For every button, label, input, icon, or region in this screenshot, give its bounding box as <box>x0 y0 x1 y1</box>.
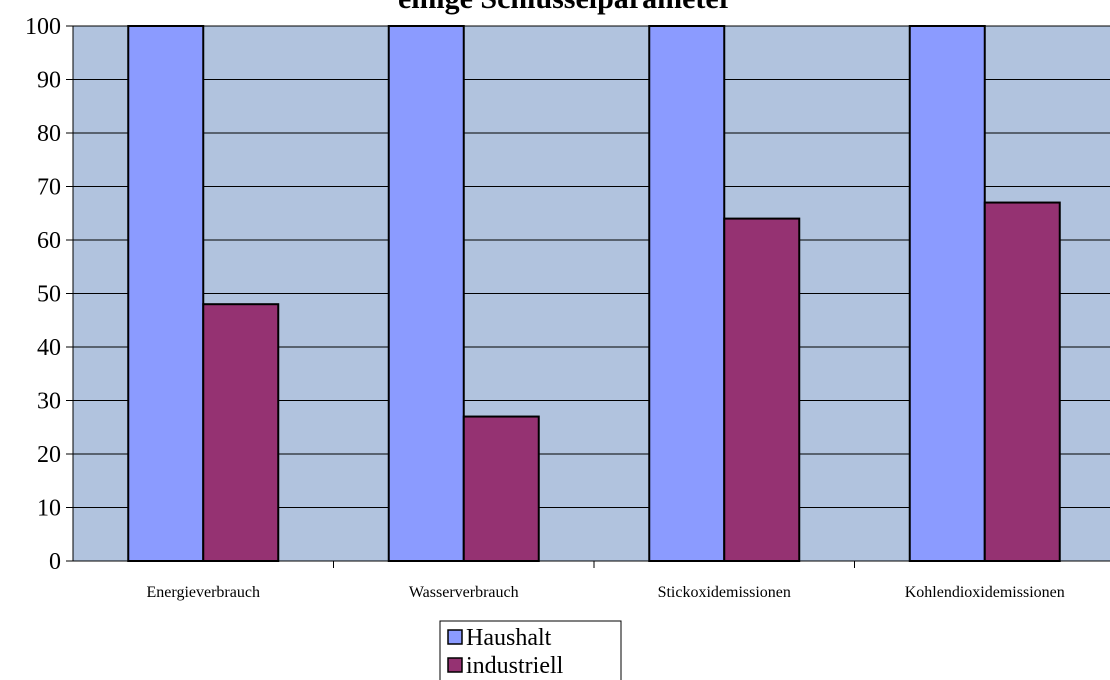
bar-industriell-kohlendioxidemissionen <box>983 201 1061 563</box>
x-tick-label: Kohlendioxidemissionen <box>905 584 1065 601</box>
x-tick-label: Stickoxidemissionen <box>658 584 791 601</box>
bar-industriell-wasserverbrauch <box>462 415 540 562</box>
legend-label-haushalt: Haushalt <box>466 625 552 651</box>
legend-box <box>439 620 622 680</box>
y-tick-label: 50 <box>37 282 61 308</box>
bar-haushalt-stickoxidemissionen <box>648 25 726 562</box>
bar-industriell-energieverbrauch <box>202 303 280 562</box>
y-tick-label: 10 <box>37 496 61 522</box>
y-tick-label: 20 <box>37 442 61 468</box>
y-tick-label: 40 <box>37 335 61 361</box>
bars <box>127 25 1061 563</box>
x-axis-ticks: Energieverbrauch Wasserverbrauch Stickoxid… <box>147 561 1065 601</box>
legend-swatch-industriell <box>447 657 463 673</box>
x-tick-label: Energieverbrauch <box>147 584 260 601</box>
y-tick-label: 0 <box>49 549 61 575</box>
y-tick-label: 80 <box>37 121 61 147</box>
y-tick-label: 60 <box>37 228 61 254</box>
x-tick-label: Wasserverbrauch <box>409 584 519 601</box>
legend-label-industriell: industriell <box>466 653 564 679</box>
bar-industriell-stickoxidemissionen <box>723 217 801 562</box>
bar-haushalt-energieverbrauch <box>127 25 205 562</box>
chart-title: einige Schlüsselparameter <box>398 0 732 15</box>
bar-haushalt-wasserverbrauch <box>387 25 465 562</box>
y-tick-label: 30 <box>37 389 61 415</box>
legend-swatch-haushalt <box>447 629 463 645</box>
bar-haushalt-kohlendioxidemissionen <box>908 25 986 562</box>
y-tick-label: 70 <box>37 175 61 201</box>
y-axis-ticks: 0 10 20 30 40 50 60 70 80 90 100 <box>25 14 73 575</box>
y-tick-label: 100 <box>25 14 61 40</box>
y-tick-label: 90 <box>37 68 61 94</box>
